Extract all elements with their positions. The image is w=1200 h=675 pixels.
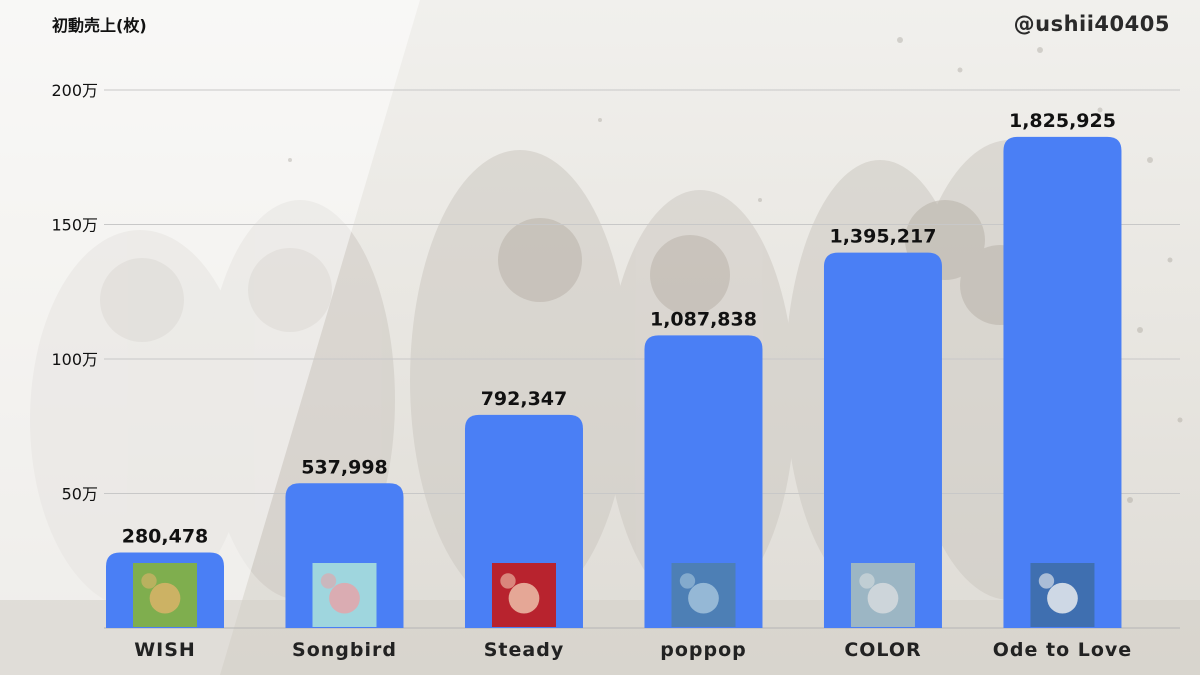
value-label: 280,478: [122, 526, 209, 548]
credit-handle: @ushii40405: [1013, 12, 1170, 36]
x-tick-label: poppop: [660, 639, 747, 661]
x-tick-label: Songbird: [292, 639, 397, 661]
y-tick-label: 100万: [51, 350, 98, 369]
value-label: 1,825,925: [1009, 110, 1116, 132]
y-tick-label: 50万: [62, 485, 98, 504]
steady-cover-icon: [491, 563, 556, 627]
value-label: 1,087,838: [650, 308, 757, 330]
x-tick-label: Steady: [484, 639, 564, 661]
bar-ode-to-love: [1003, 136, 1122, 628]
songbird-cover-icon: [312, 563, 377, 627]
value-label: 792,347: [481, 388, 568, 410]
wish-cover-icon: [133, 563, 197, 627]
value-label: 1,395,217: [829, 226, 936, 248]
y-axis-unit-label: 初動売上(枚): [52, 16, 147, 35]
ode-to-love-cover-icon: [1030, 563, 1095, 627]
bar-color: [823, 252, 942, 628]
x-tick-label: Ode to Love: [993, 639, 1132, 661]
bar-poppop: [644, 335, 763, 628]
value-label: 537,998: [301, 456, 388, 478]
y-tick-label: 150万: [51, 216, 98, 235]
color-cover-icon: [850, 563, 915, 627]
x-tick-label: WISH: [134, 639, 196, 661]
y-tick-label: 200万: [51, 81, 98, 100]
x-tick-label: COLOR: [844, 639, 921, 661]
poppop-cover-icon: [671, 563, 736, 627]
